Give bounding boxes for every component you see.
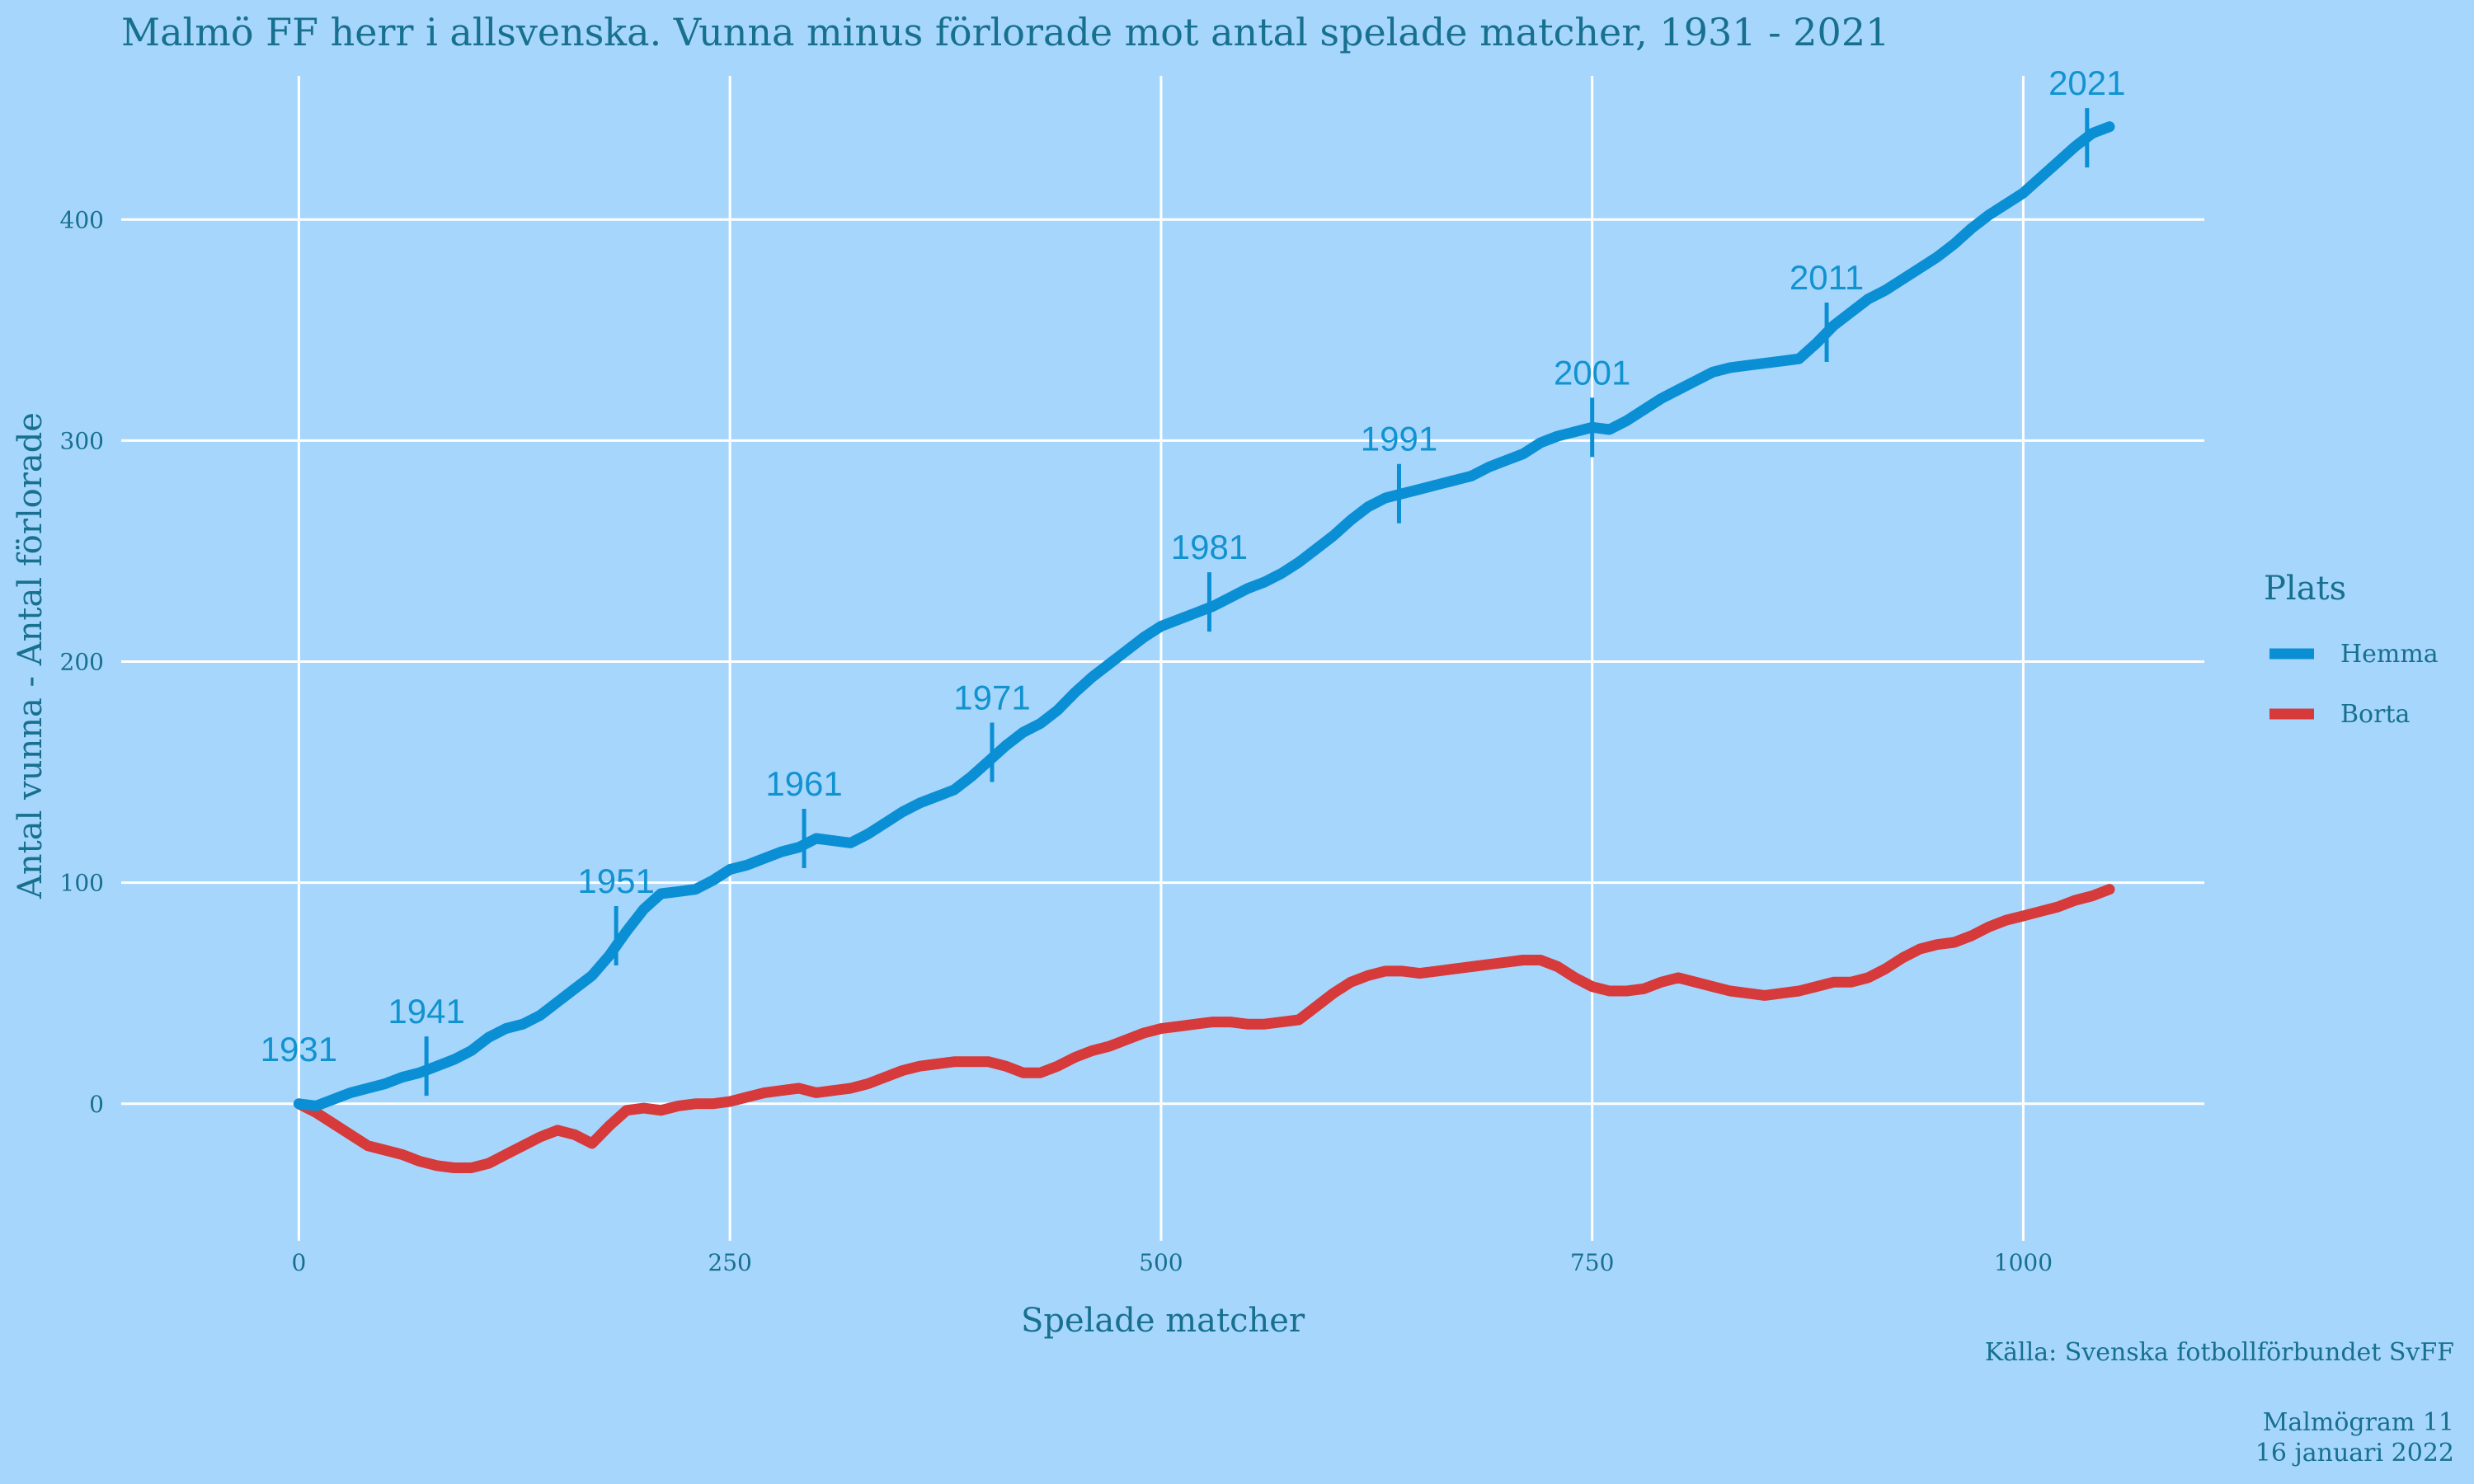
year-annotations: 1931 1941 1951 1961 1971 1981 1991 2001 2011 2021 [261, 63, 2126, 1097]
legend-label-borta: Borta [2340, 700, 2411, 729]
year-label: 2011 [1790, 258, 1864, 297]
x-tick-label: 1000 [1994, 1249, 2053, 1276]
y-tick-label: 100 [60, 870, 104, 897]
legend: Plats Hemma Borta [2264, 570, 2439, 729]
year-label: 1931 [261, 1030, 337, 1068]
series [293, 121, 2115, 1173]
legend-item-borta: Borta [2269, 700, 2411, 729]
x-tick-label: 500 [1139, 1249, 1183, 1276]
series-line-borta [293, 884, 2115, 1173]
year-label: 1981 [1171, 528, 1248, 566]
y-tick-label: 0 [89, 1091, 104, 1118]
series-line-hemma [293, 121, 2115, 1111]
y-tick-label: 400 [60, 206, 104, 233]
caption: Källa: Svenska fotbollförbundet SvFF Mal… [1985, 1338, 2454, 1468]
author-caption: Malmögram 11 [2263, 1408, 2454, 1437]
legend-title: Plats [2264, 570, 2346, 608]
grid [121, 76, 2204, 1241]
x-axis-title: Spelade matcher [1021, 1302, 1305, 1340]
y-tick-label: 300 [60, 427, 104, 454]
tick-labels: 0 250 500 750 1000 0 100 200 300 400 [60, 206, 2053, 1276]
y-tick-label: 200 [60, 649, 104, 676]
year-label: 1951 [577, 862, 654, 900]
x-tick-label: 0 [291, 1249, 306, 1276]
year-label: 2021 [2048, 63, 2125, 102]
year-label: 1971 [953, 678, 1030, 716]
legend-item-hemma: Hemma [2269, 640, 2439, 669]
year-label: 2001 [1554, 353, 1630, 392]
year-label: 1991 [1361, 420, 1437, 458]
year-label: 1961 [765, 764, 842, 803]
y-axis-title: Antal vunna - Antal förlorade [12, 412, 49, 899]
x-tick-label: 250 [708, 1249, 751, 1276]
source-caption: Källa: Svenska fotbollförbundet SvFF [1985, 1338, 2454, 1367]
x-tick-label: 750 [1570, 1249, 1614, 1276]
chart-title: Malmö FF herr i allsvenska. Vunna minus … [121, 10, 1889, 54]
legend-label-hemma: Hemma [2340, 640, 2439, 669]
date-caption: 16 januari 2022 [2255, 1439, 2454, 1468]
year-label: 1941 [388, 992, 464, 1031]
